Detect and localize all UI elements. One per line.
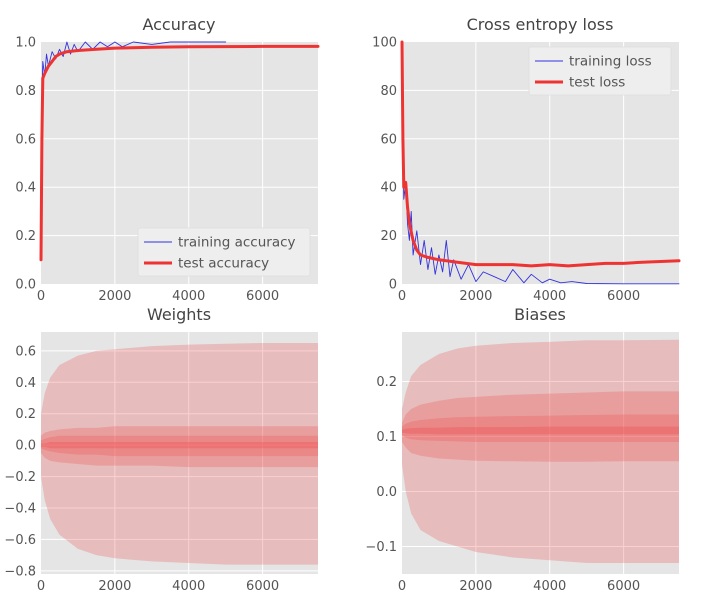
biases-xtick-label: 6000: [607, 579, 640, 594]
weights-band-3: [41, 442, 318, 449]
accuracy-title: Accuracy: [142, 15, 215, 34]
accuracy-panel: Accuracy 0 2000 4000 6000 0.0 0.2 0.4 0.6 0.8 1.0…: [15, 15, 320, 304]
biases-xtick-label: 2000: [459, 579, 492, 594]
loss-legend: training loss test loss: [528, 46, 672, 96]
accuracy-ytick-label: 1.0: [15, 36, 36, 51]
loss-ytick-label: 80: [380, 84, 397, 99]
accuracy-ytick-label: 0.8: [15, 84, 36, 99]
weights-xtick-label: 4000: [172, 579, 205, 594]
weights-xtick-label: 6000: [246, 579, 279, 594]
accuracy-legend-label-1: test accuracy: [178, 256, 269, 272]
accuracy-xtick-label: 4000: [172, 289, 205, 304]
loss-ytick-label: 60: [380, 132, 397, 147]
weights-xtick-label: 2000: [98, 579, 131, 594]
loss-legend-label-1: test loss: [569, 75, 625, 91]
biases-title: Biases: [514, 305, 566, 324]
loss-ytick-label: 100: [372, 36, 397, 51]
accuracy-xtick-label: 6000: [246, 289, 279, 304]
loss-legend-box: [528, 46, 672, 96]
weights-plot-area: [41, 332, 318, 574]
weights-ytick-label: 0.4: [15, 376, 36, 391]
loss-ytick-label: 40: [380, 181, 397, 196]
loss-xtick-label: 6000: [607, 289, 640, 304]
weights-panel: Weights 0 2000 4000 6000 −0.8 −0.6 −0.4 −0.2 0.0…: [4, 305, 318, 594]
loss-series-1: [400, 40, 681, 268]
loss-xtick-label: 0: [398, 289, 406, 304]
weights-title: Weights: [147, 305, 211, 324]
biases-band-3: [402, 426, 679, 435]
accuracy-legend: training accuracy test accuracy: [137, 227, 311, 277]
weights-band-0: [41, 343, 318, 565]
biases-plot-area: [402, 332, 679, 574]
weights-ytick-label: −0.6: [4, 533, 36, 548]
biases-band-2: [402, 414, 679, 442]
loss-ytick-label: 20: [380, 229, 397, 244]
biases-panel: Biases 0 2000 4000 6000 −0.1 0.0 0.1 0.2: [365, 305, 679, 594]
loss-plot: 0 2000 4000 6000 0 20 40 60 80 100 training loss te…: [372, 36, 681, 304]
accuracy-xtick-label: 0: [37, 289, 45, 304]
weights-plot: 0 2000 4000 6000 −0.8 −0.6 −0.4 −0.2 0.0 0.2 0.4 0.…: [4, 332, 318, 594]
biases-ytick-label: 0.0: [376, 485, 397, 500]
loss-xtick-label: 4000: [533, 289, 566, 304]
weights-ytick-label: 0.6: [15, 344, 36, 359]
accuracy-ytick-label: 0.6: [15, 132, 36, 147]
weights-xtick-label: 0: [37, 579, 45, 594]
loss-panel: Cross entropy loss 0 2000 4000 6000 0 20 40 60 8…: [372, 15, 681, 304]
loss-legend-label-0: training loss: [569, 54, 652, 70]
weights-ytick-label: 0.0: [15, 439, 36, 454]
loss-title: Cross entropy loss: [467, 15, 614, 34]
weights-ytick-label: −0.2: [4, 470, 36, 485]
biases-ytick-label: −0.1: [365, 540, 397, 555]
weights-ytick-label: −0.4: [4, 502, 36, 517]
loss-xtick-label: 2000: [459, 289, 492, 304]
biases-ytick-label: 0.1: [376, 430, 397, 445]
biases-xtick-label: 4000: [533, 579, 566, 594]
accuracy-legend-label-0: training accuracy: [178, 235, 296, 251]
accuracy-xtick-label: 2000: [98, 289, 131, 304]
loss-ytick-label: 0: [389, 278, 397, 293]
biases-ytick-label: 0.2: [376, 375, 397, 390]
weights-band-1: [41, 426, 318, 468]
weights-ytick-label: 0.2: [15, 407, 36, 422]
weights-band-2: [41, 435, 318, 457]
biases-plot: 0 2000 4000 6000 −0.1 0.0 0.1 0.2: [365, 332, 679, 594]
accuracy-ytick-label: 0.2: [15, 229, 36, 244]
accuracy-plot: 0 2000 4000 6000 0.0 0.2 0.4 0.6 0.8 1.0 training …: [15, 36, 320, 304]
biases-band-1: [402, 391, 679, 462]
biases-xtick-label: 0: [398, 579, 406, 594]
accuracy-ytick-label: 0.0: [15, 278, 36, 293]
accuracy-series-0: [40, 41, 227, 261]
weights-ytick-label: −0.8: [4, 564, 36, 579]
accuracy-legend-box: [137, 227, 311, 277]
biases-band-0: [402, 339, 679, 563]
accuracy-ytick-label: 0.4: [15, 181, 36, 196]
accuracy-series-1: [39, 44, 320, 262]
